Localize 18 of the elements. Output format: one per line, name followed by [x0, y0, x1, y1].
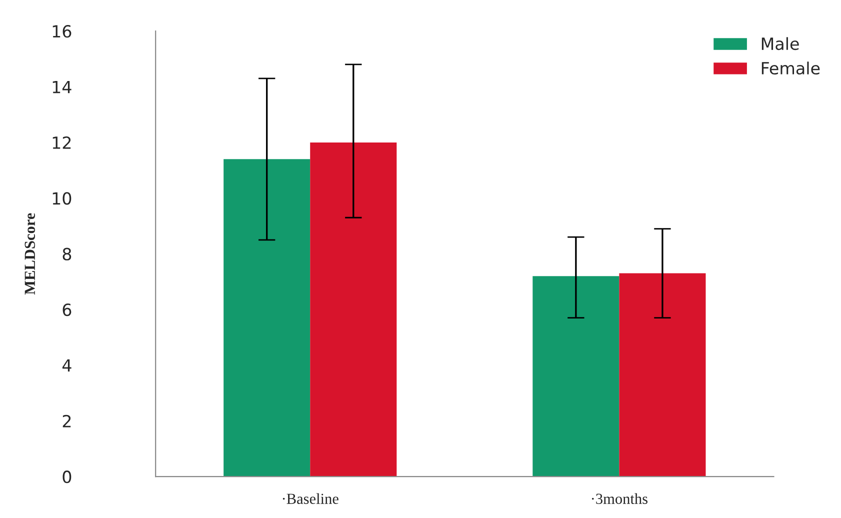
y-tick-label: 16 — [52, 25, 72, 38]
y-axis-title: MELDScore — [24, 213, 36, 295]
x-tick-label: ·Baseline — [282, 493, 338, 504]
y-tick-label: 4 — [62, 359, 72, 372]
y-tick-label: 0 — [62, 470, 72, 484]
y-tick-label: 8 — [62, 248, 72, 260]
bar — [224, 159, 310, 477]
y-tick-label: 6 — [62, 303, 72, 316]
y-tick-label: 10 — [52, 192, 72, 205]
y-tick-label: 14 — [52, 80, 72, 94]
bar — [619, 273, 706, 477]
y-tick-label: 2 — [62, 414, 71, 428]
y-tick-label: 12 — [52, 136, 71, 149]
legend-label: Male — [762, 37, 799, 50]
x-tick-label: ·3months — [592, 493, 648, 504]
legend-label: Female — [762, 62, 820, 75]
bar — [532, 276, 620, 477]
bar — [310, 142, 397, 477]
